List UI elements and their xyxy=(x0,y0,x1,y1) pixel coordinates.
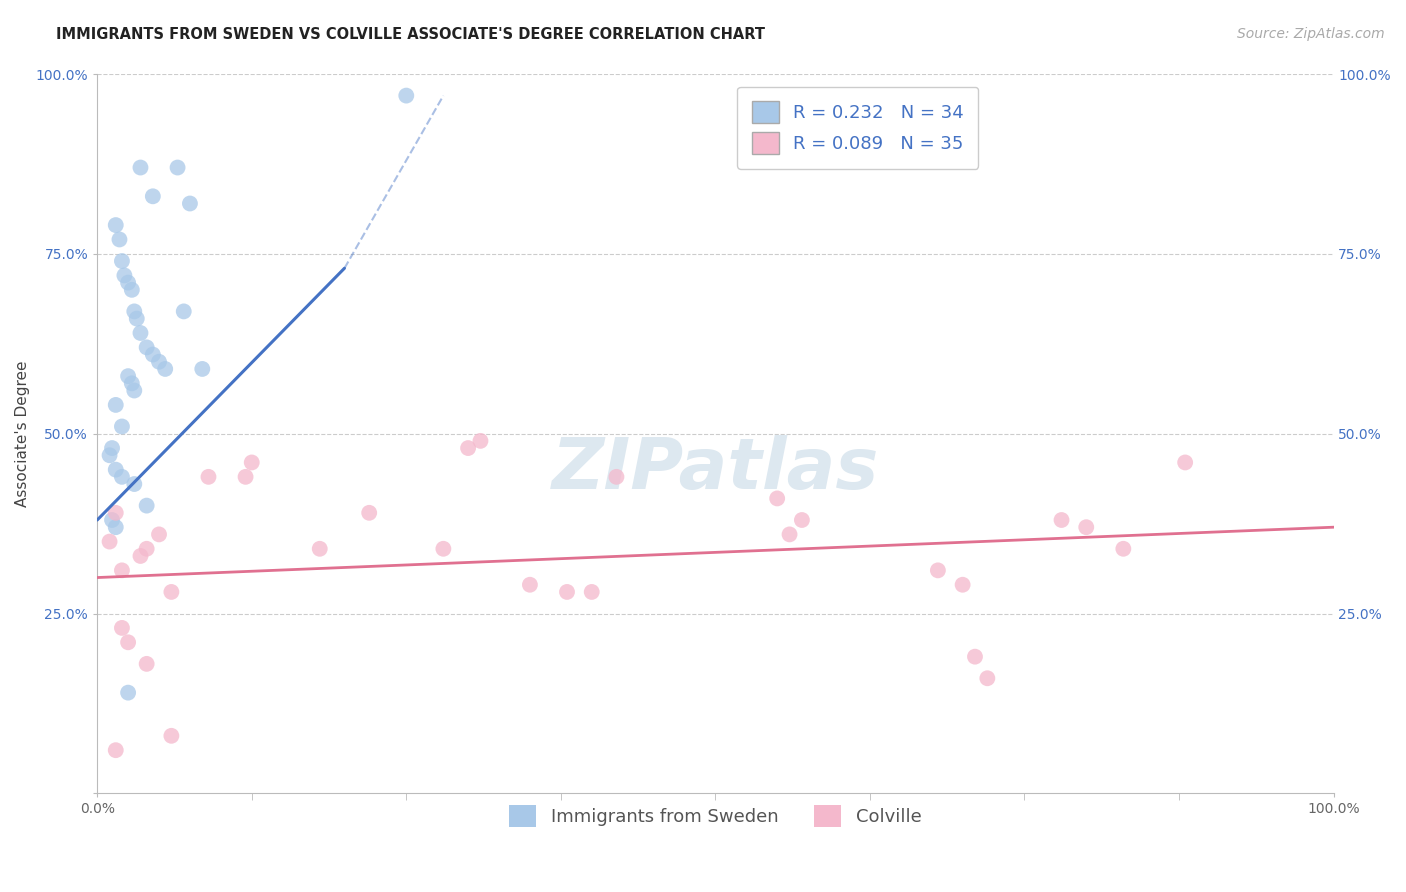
Point xyxy=(142,189,165,203)
Point xyxy=(779,527,801,541)
Point xyxy=(160,729,183,743)
Point xyxy=(104,506,127,520)
Point xyxy=(457,441,479,455)
Point xyxy=(104,218,127,232)
Point xyxy=(104,743,127,757)
Point xyxy=(135,340,157,354)
Y-axis label: Associate's Degree: Associate's Degree xyxy=(15,360,30,507)
Point xyxy=(111,470,134,484)
Point xyxy=(235,470,257,484)
Point xyxy=(1050,513,1073,527)
Point xyxy=(555,585,578,599)
Point xyxy=(179,196,201,211)
Point xyxy=(111,419,134,434)
Point xyxy=(581,585,603,599)
Point xyxy=(124,477,146,491)
Point xyxy=(124,304,146,318)
Point xyxy=(129,326,152,340)
Point xyxy=(135,499,157,513)
Point xyxy=(197,470,219,484)
Point xyxy=(148,355,170,369)
Point xyxy=(148,527,170,541)
Point xyxy=(359,506,381,520)
Point xyxy=(112,268,135,283)
Text: ZIPatlas: ZIPatlas xyxy=(551,435,879,504)
Point xyxy=(191,362,214,376)
Point xyxy=(395,88,418,103)
Point xyxy=(111,254,134,268)
Point xyxy=(117,686,139,700)
Point xyxy=(135,657,157,671)
Point xyxy=(160,585,183,599)
Point xyxy=(963,649,986,664)
Point xyxy=(108,232,131,246)
Text: IMMIGRANTS FROM SWEDEN VS COLVILLE ASSOCIATE'S DEGREE CORRELATION CHART: IMMIGRANTS FROM SWEDEN VS COLVILLE ASSOC… xyxy=(56,27,765,42)
Point xyxy=(129,549,152,563)
Point xyxy=(117,276,139,290)
Point xyxy=(470,434,492,448)
Point xyxy=(98,534,121,549)
Point xyxy=(1112,541,1135,556)
Point xyxy=(98,448,121,462)
Point xyxy=(135,541,157,556)
Point xyxy=(111,563,134,577)
Point xyxy=(605,470,627,484)
Point xyxy=(104,520,127,534)
Point xyxy=(790,513,813,527)
Point xyxy=(432,541,454,556)
Point xyxy=(111,621,134,635)
Point xyxy=(117,635,139,649)
Point xyxy=(121,283,143,297)
Point xyxy=(308,541,330,556)
Point xyxy=(166,161,188,175)
Point xyxy=(766,491,789,506)
Point xyxy=(104,398,127,412)
Point xyxy=(104,463,127,477)
Point xyxy=(976,671,998,685)
Point xyxy=(927,563,949,577)
Point xyxy=(101,441,124,455)
Point xyxy=(952,578,974,592)
Point xyxy=(519,578,541,592)
Legend: Immigrants from Sweden, Colville: Immigrants from Sweden, Colville xyxy=(502,798,929,835)
Point xyxy=(101,513,124,527)
Point xyxy=(117,369,139,384)
Point xyxy=(240,455,263,469)
Point xyxy=(124,384,146,398)
Point xyxy=(1076,520,1098,534)
Text: Source: ZipAtlas.com: Source: ZipAtlas.com xyxy=(1237,27,1385,41)
Point xyxy=(173,304,195,318)
Point xyxy=(1174,455,1197,469)
Point xyxy=(142,347,165,361)
Point xyxy=(129,161,152,175)
Point xyxy=(155,362,177,376)
Point xyxy=(121,376,143,391)
Point xyxy=(125,311,148,326)
